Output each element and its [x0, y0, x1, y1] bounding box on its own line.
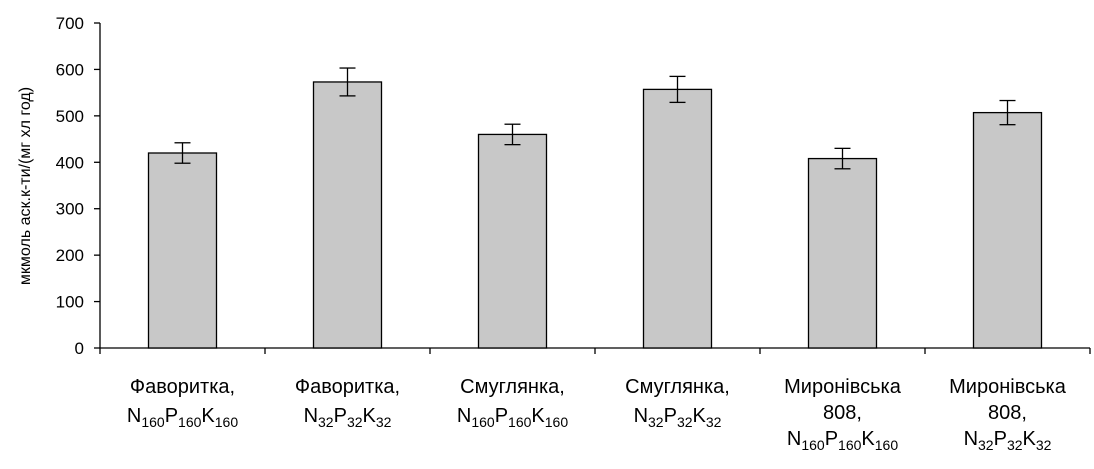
category-label: Смуглянка, N32P32K32 — [625, 376, 730, 430]
y-tick-label: 700 — [56, 14, 84, 33]
y-axis: 0 100 200 300 400 500 600 700 — [56, 14, 101, 358]
y-tick-label: 600 — [56, 60, 84, 79]
y-tick-label: 400 — [56, 153, 84, 172]
bar — [972, 111, 1043, 349]
y-axis-label: мкмоль аск.к-ти/(мг хл год) — [17, 87, 34, 285]
error-bars — [174, 67, 1016, 170]
y-tick-label: 0 — [75, 339, 84, 358]
bar — [807, 157, 878, 349]
y-tick-label: 200 — [56, 246, 84, 265]
category-label: Фаворитка, N160P160K160 — [127, 376, 238, 430]
bar — [642, 88, 713, 349]
y-tick-label: 100 — [56, 293, 84, 312]
category-labels: Фаворитка, N160P160K160 Фаворитка, N32P32K3… — [127, 376, 1067, 453]
category-label: Смуглянка, N160P160K160 — [457, 376, 568, 430]
y-tick-label: 300 — [56, 200, 84, 219]
category-label: Фаворитка, N32P32K32 — [295, 376, 400, 430]
bars — [147, 81, 1043, 349]
bar — [147, 152, 218, 349]
category-label: Миронівська 808, N32P32K32 — [949, 376, 1067, 453]
category-label: Миронівська 808, N160P160K160 — [784, 376, 902, 453]
y-tick-label: 500 — [56, 107, 84, 126]
x-axis — [99, 347, 1091, 354]
bar — [477, 133, 548, 349]
bar — [312, 81, 383, 349]
